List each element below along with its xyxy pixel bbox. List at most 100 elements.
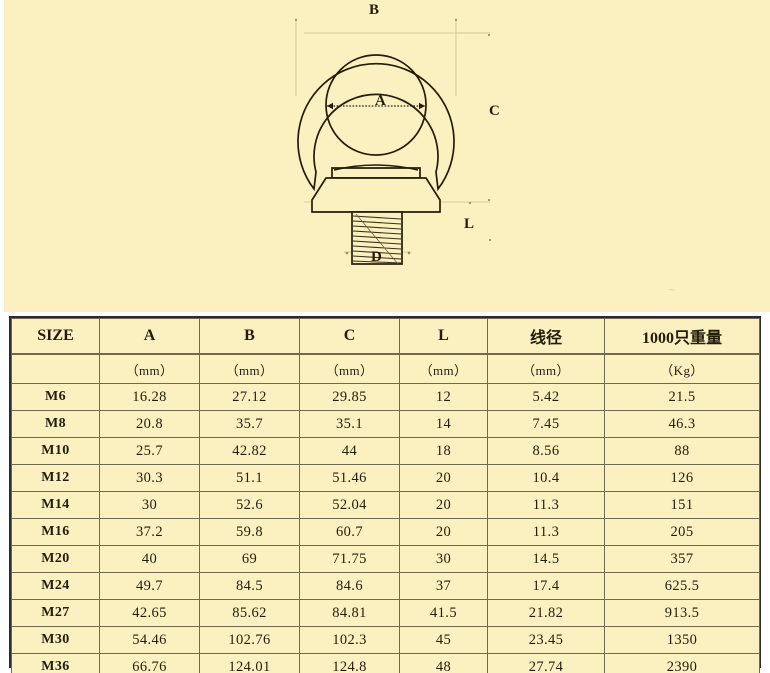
cell-size: M27 [11, 599, 100, 627]
dimension-label-C: C [489, 103, 501, 119]
cell-wire-diameter: 17.4 [487, 572, 605, 600]
table-row: M27 42.65 85.62 84.81 41.5 21.82 913.5 [11, 599, 760, 627]
cell-weight-per-1000: 1350 [604, 626, 760, 654]
cell-b: 102.76 [199, 626, 300, 654]
header-b: B [199, 318, 300, 355]
cell-wire-diameter: 7.45 [487, 410, 605, 438]
table-row: M6 16.28 27.12 29.85 12 5.42 21.5 [11, 383, 760, 411]
cell-size: M14 [11, 491, 100, 519]
table-row: M14 30 52.6 52.04 20 11.3 151 [11, 491, 760, 519]
cell-size: M20 [11, 545, 100, 573]
cell-b: 69 [199, 545, 300, 573]
bolt-collar [311, 167, 441, 213]
cell-a: 42.65 [99, 599, 200, 627]
thread-hatching [352, 215, 402, 264]
cell-c: 52.04 [299, 491, 400, 519]
dimension-tick-marks [294, 18, 492, 255]
cell-weight-per-1000: 913.5 [604, 599, 760, 627]
cell-c: 84.6 [299, 572, 400, 600]
cell-l: 45 [399, 626, 488, 654]
table-row: M24 49.7 84.5 84.6 37 17.4 625.5 [11, 572, 760, 600]
watermark: ~ [668, 282, 676, 297]
cell-wire-diameter: 21.82 [487, 599, 605, 627]
cell-l: 12 [399, 383, 488, 411]
cell-l: 20 [399, 491, 488, 519]
cell-wire-diameter: 23.45 [487, 626, 605, 654]
cell-c: 35.1 [299, 410, 400, 438]
header-wire-diameter: 线径 [487, 318, 605, 355]
cell-l: 30 [399, 545, 488, 573]
cell-weight-per-1000: 2390 [604, 653, 760, 673]
cell-weight-per-1000: 151 [604, 491, 760, 519]
unit-l: （mm） [399, 353, 488, 384]
table-row: M12 30.3 51.1 51.46 20 10.4 126 [11, 464, 760, 492]
cell-b: 84.5 [199, 572, 300, 600]
collar-seat-curve [333, 164, 419, 171]
cell-weight-per-1000: 46.3 [604, 410, 760, 438]
unit-weight-per-1000: （Kg） [604, 353, 760, 384]
cell-b: 59.8 [199, 518, 300, 546]
dimension-label-B: B [369, 2, 380, 18]
cell-l: 18 [399, 437, 488, 465]
cell-a: 20.8 [99, 410, 200, 438]
table-body: （mm） （mm） （mm） （mm） （mm） （Kg） M6 16.28 27.… [11, 353, 760, 673]
header-l: L [399, 318, 488, 355]
cell-c: 102.3 [299, 626, 400, 654]
header-size: SIZE [11, 318, 100, 355]
eye-inner-hole [325, 54, 427, 156]
unit-a: （mm） [99, 353, 200, 384]
cell-l: 20 [399, 518, 488, 546]
unit-b: （mm） [199, 353, 300, 384]
cell-b: 52.6 [199, 491, 300, 519]
cell-wire-diameter: 10.4 [487, 464, 605, 492]
eye-bolt-technical-drawing [294, 18, 492, 265]
unit-c: （mm） [299, 353, 400, 384]
table-header-row: SIZE A B C L 线径 1000只重量 [11, 318, 760, 355]
cell-b: 51.1 [199, 464, 300, 492]
cell-wire-diameter: 8.56 [487, 437, 605, 465]
cell-size: M24 [11, 572, 100, 600]
cell-wire-diameter: 11.3 [487, 491, 605, 519]
cell-weight-per-1000: 88 [604, 437, 760, 465]
cell-c: 71.75 [299, 545, 400, 573]
cell-weight-per-1000: 357 [604, 545, 760, 573]
header-c: C [299, 318, 400, 355]
eye-outer-ring [297, 62, 455, 192]
cell-a: 30.3 [99, 464, 200, 492]
table-row: M30 54.46 102.76 102.3 45 23.45 1350 [11, 626, 760, 654]
cell-b: 35.7 [199, 410, 300, 438]
cell-c: 124.8 [299, 653, 400, 673]
dimension-label-L: L [464, 216, 475, 232]
specification-table-container: SIZE A B C L 线径 1000只重量 （mm） （mm） （mm） （… [9, 316, 761, 673]
cell-wire-diameter: 5.42 [487, 383, 605, 411]
unit-size [11, 353, 100, 384]
cell-b: 85.62 [199, 599, 300, 627]
cell-size: M6 [11, 383, 100, 411]
table-row: M10 25.7 42.82 44 18 8.56 88 [11, 437, 760, 465]
cell-a: 66.76 [99, 653, 200, 673]
table-row: M20 40 69 71.75 30 14.5 357 [11, 545, 760, 573]
unit-wire-diameter: （mm） [487, 353, 605, 384]
cell-l: 14 [399, 410, 488, 438]
cell-a: 16.28 [99, 383, 200, 411]
cell-wire-diameter: 11.3 [487, 518, 605, 546]
cell-weight-per-1000: 625.5 [604, 572, 760, 600]
cell-a: 30 [99, 491, 200, 519]
cell-weight-per-1000: 205 [604, 518, 760, 546]
cell-size: M30 [11, 626, 100, 654]
cell-size: M16 [11, 518, 100, 546]
cell-c: 29.85 [299, 383, 400, 411]
dimension-label-A: A [375, 93, 387, 109]
dimension-label-D: D [371, 249, 383, 265]
cell-c: 60.7 [299, 518, 400, 546]
cell-l: 41.5 [399, 599, 488, 627]
cell-l: 48 [399, 653, 488, 673]
cell-a: 54.46 [99, 626, 200, 654]
cell-size: M36 [11, 653, 100, 673]
cell-wire-diameter: 14.5 [487, 545, 605, 573]
cell-c: 51.46 [299, 464, 400, 492]
eye-bolt-diagram-panel: B A C L D ~ [4, 0, 770, 312]
cell-a: 25.7 [99, 437, 200, 465]
table-units-row: （mm） （mm） （mm） （mm） （mm） （Kg） [11, 353, 760, 384]
